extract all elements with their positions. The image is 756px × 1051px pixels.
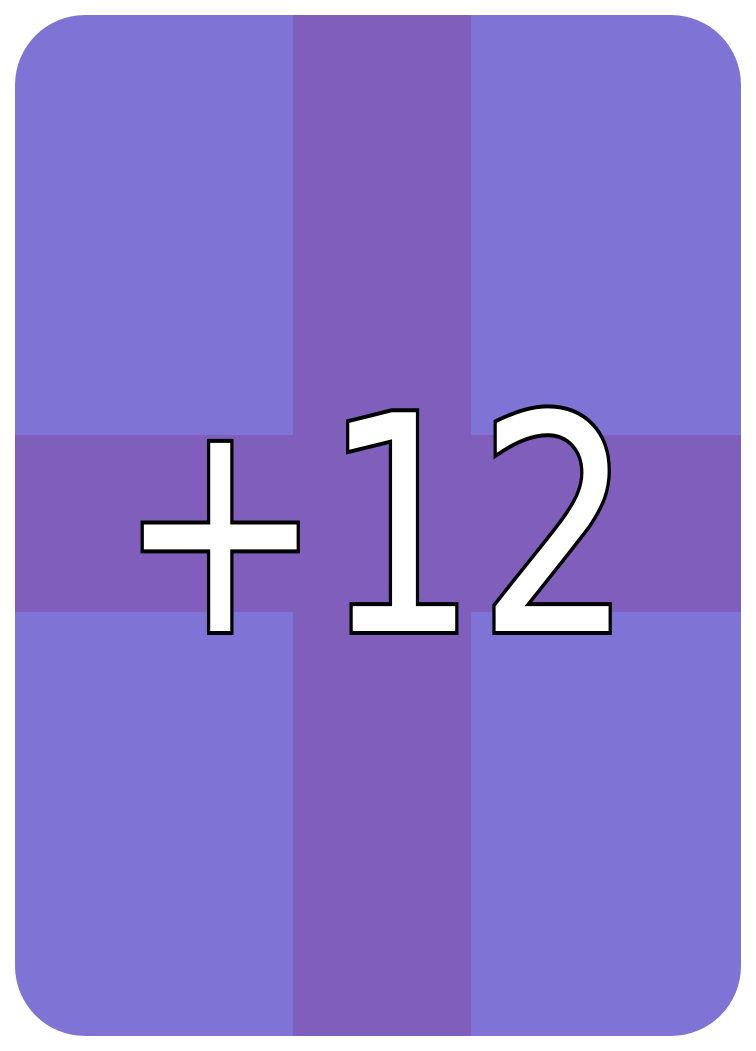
card-horizontal-band [15, 435, 741, 612]
card-quadrant-bottom-left [15, 612, 293, 1036]
card-value: +12 [114, 349, 637, 706]
card-value-text: +12 [118, 353, 633, 702]
card-quadrant-bottom-right [471, 612, 741, 1036]
wild-draw-card[interactable]: +12 [15, 15, 741, 1036]
card-quadrant-top-left [15, 15, 293, 435]
card-quadrant-top-right [471, 15, 741, 435]
